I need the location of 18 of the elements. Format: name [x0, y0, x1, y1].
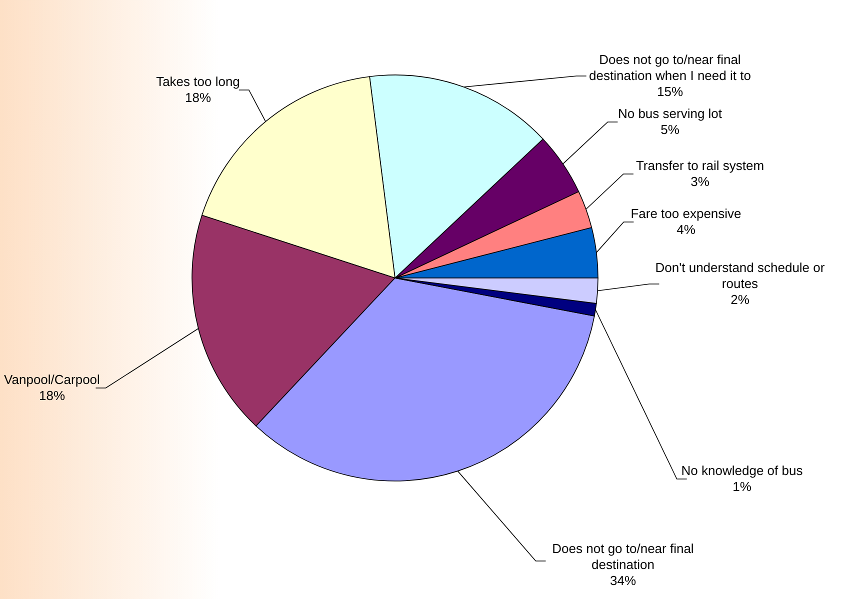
data-label: 18%: [38, 388, 66, 403]
slice-label: No knowledge of bus: [681, 463, 804, 478]
data-label: 15%: [656, 84, 684, 99]
slice-label: Transfer to rail system: [636, 158, 764, 173]
slice-label: Takes too long: [156, 74, 240, 89]
slice-label: Fare too expensive: [630, 206, 742, 221]
data-label: 18%: [184, 90, 212, 105]
slice-label: Does not go to/near final destination when I need it to: [589, 52, 751, 83]
data-label: 1%: [732, 479, 752, 494]
data-label: 3%: [690, 174, 710, 189]
data-label: 2%: [730, 292, 750, 307]
slice-label: Don't understand schedule or routes: [655, 260, 826, 291]
slice-label: Does not go to/near final destination: [552, 541, 694, 572]
data-label: 5%: [660, 122, 680, 137]
slice-label: Vanpool/Carpool: [4, 372, 100, 387]
data-label: 34%: [610, 573, 636, 588]
data-label: 4%: [676, 222, 696, 237]
slice-label: No bus serving lot: [618, 106, 722, 121]
